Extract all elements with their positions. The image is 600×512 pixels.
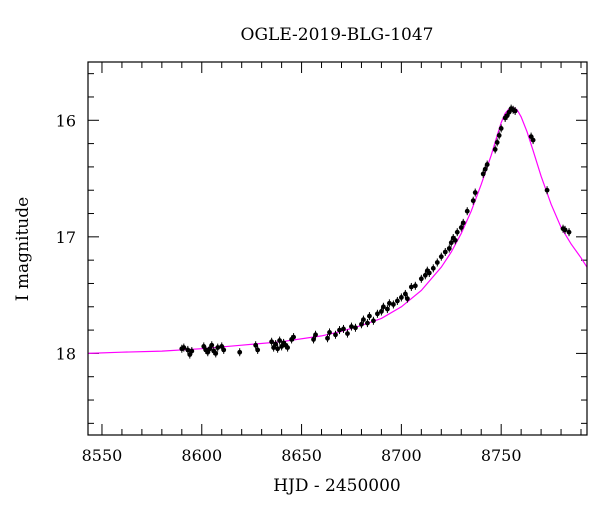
x-tick-label: 8700 xyxy=(381,446,422,465)
data-point xyxy=(402,291,408,297)
data-point xyxy=(221,347,227,353)
data-point xyxy=(187,352,193,357)
data-point xyxy=(442,249,448,255)
data-point xyxy=(181,345,187,350)
data-point xyxy=(275,346,281,352)
data-point xyxy=(464,208,470,214)
x-tick-label: 8550 xyxy=(82,446,123,465)
data-point xyxy=(213,351,219,356)
data-point xyxy=(512,108,518,114)
x-tick-label: 8600 xyxy=(181,446,222,465)
data-point xyxy=(353,325,358,331)
data-point xyxy=(207,346,213,352)
data-point xyxy=(394,298,400,304)
data-point xyxy=(279,344,285,349)
data-point xyxy=(504,113,510,119)
y-tick-label: 17 xyxy=(56,228,76,247)
data-point xyxy=(484,162,490,167)
data-point xyxy=(530,137,536,143)
data-point xyxy=(482,166,488,172)
y-tick-label: 16 xyxy=(56,111,76,130)
data-point xyxy=(398,295,404,300)
data-point xyxy=(341,326,346,332)
data-point xyxy=(412,283,418,289)
data-point xyxy=(452,237,458,243)
data-point xyxy=(434,260,440,265)
data-point xyxy=(470,198,476,204)
data-point xyxy=(237,349,243,355)
data-point xyxy=(189,348,195,354)
data-point xyxy=(379,309,384,314)
data-point xyxy=(472,190,478,195)
data-point xyxy=(418,276,424,282)
data-point xyxy=(458,225,464,230)
x-tick-label: 8750 xyxy=(481,446,522,465)
data-point xyxy=(460,220,466,226)
data-point xyxy=(446,246,452,251)
axis-ticks xyxy=(88,62,587,435)
data-point xyxy=(430,265,436,271)
data-point xyxy=(367,313,372,319)
data-point xyxy=(269,339,275,345)
data-point xyxy=(333,332,338,338)
data-point xyxy=(285,345,290,350)
data-point xyxy=(371,318,376,324)
data-point xyxy=(361,317,366,323)
data-point xyxy=(454,229,460,235)
data-point xyxy=(311,337,316,342)
data-point xyxy=(337,327,342,333)
data-point xyxy=(219,344,225,349)
data-point xyxy=(528,134,534,140)
data-point xyxy=(404,296,410,302)
data-point xyxy=(345,331,350,336)
data-point xyxy=(271,345,277,350)
data-point xyxy=(492,147,498,152)
data-point xyxy=(386,300,392,306)
data-point xyxy=(327,330,332,335)
plot-frame xyxy=(87,61,588,436)
data-point xyxy=(566,229,572,235)
chart-title: OGLE-2019-BLG-1047 xyxy=(241,25,434,45)
data-point xyxy=(313,332,318,338)
data-point xyxy=(498,126,504,131)
data-point xyxy=(291,334,296,340)
data-point xyxy=(438,254,444,260)
y-axis-label: I magnitude xyxy=(13,197,33,301)
data-point xyxy=(494,140,500,145)
plot-area xyxy=(87,104,588,359)
data-point xyxy=(255,347,261,353)
data-point xyxy=(253,342,259,348)
data-point xyxy=(273,341,279,347)
tick-labels: 8550 8600 8650 8700 8750 16 17 18 xyxy=(56,111,522,465)
data-point xyxy=(496,133,502,138)
data-point xyxy=(277,338,283,343)
data-point xyxy=(480,171,486,177)
data-point xyxy=(359,321,364,327)
data-point xyxy=(422,272,428,278)
data-point xyxy=(201,344,207,349)
data-point xyxy=(215,345,221,350)
data-point xyxy=(408,284,414,290)
data-point xyxy=(448,240,454,246)
data-point xyxy=(506,109,512,115)
data-point xyxy=(562,227,568,233)
data-point xyxy=(375,311,380,317)
data-point xyxy=(185,347,191,353)
data-point xyxy=(349,324,354,329)
data-point xyxy=(544,187,550,193)
data-point xyxy=(205,349,211,355)
y-tick-label: 18 xyxy=(56,344,76,363)
data-point xyxy=(381,304,386,310)
data-point xyxy=(385,306,390,312)
data-point xyxy=(426,270,432,276)
data-point xyxy=(209,342,215,348)
data-point xyxy=(325,335,330,341)
x-tick-label: 8650 xyxy=(281,446,322,465)
data-point xyxy=(390,302,396,307)
data-point xyxy=(365,320,370,326)
data-points xyxy=(179,104,572,359)
x-axis-label: HJD - 2450000 xyxy=(273,476,401,496)
model-curve xyxy=(87,106,588,354)
